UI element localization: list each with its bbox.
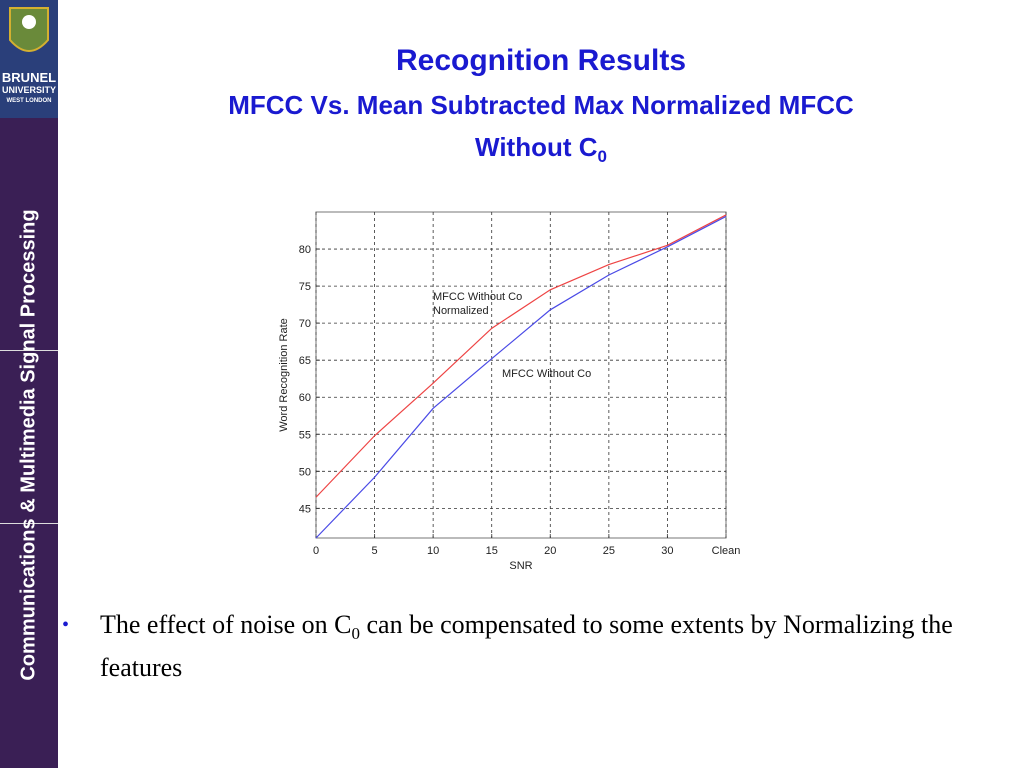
- series-label: MFCC Without Co Normalized: [433, 291, 523, 317]
- x-tick-label: 10: [427, 545, 439, 557]
- x-tick-label: 30: [661, 545, 673, 557]
- bullet-text: The effect of noise on C0 can be compens…: [100, 608, 962, 685]
- y-tick-label: 45: [299, 503, 311, 515]
- series-line: [315, 214, 727, 498]
- logo: BRUNEL UNIVERSITY WEST LONDON: [0, 0, 58, 118]
- series-line: [315, 215, 727, 539]
- series-label: MFCC Without Co: [502, 368, 592, 380]
- y-tick-label: 60: [299, 392, 311, 404]
- chart: 45 50 55 60 65 70 75 80 0 5 10 15 20 25 30 Clean SNR Word…: [278, 211, 741, 572]
- plot-area: [315, 211, 727, 539]
- x-tick-label: Clean: [712, 545, 741, 557]
- y-tick-label: 70: [299, 318, 311, 330]
- x-tick-label: 15: [486, 545, 498, 557]
- x-tick-label: 5: [372, 545, 378, 557]
- y-tick-label: 80: [299, 244, 311, 256]
- separator: [0, 350, 58, 351]
- x-tick-label: 25: [603, 545, 615, 557]
- x-tick-label: 0: [313, 545, 319, 557]
- bullet-marker: •: [62, 614, 70, 636]
- sidebar: BRUNEL UNIVERSITY WEST LONDON Communicat…: [0, 0, 58, 768]
- x-tick-label: 20: [544, 545, 556, 557]
- y-tick-label: 65: [299, 355, 311, 367]
- y-tick-label: 75: [299, 281, 311, 293]
- logo-crest: [9, 7, 49, 52]
- bullet: • The effect of noise on C0 can be compe…: [62, 608, 962, 685]
- x-axis-label: SNR: [509, 560, 532, 572]
- slide-subtitle: Without C0: [58, 132, 1024, 167]
- logo-text: BRUNEL: [1, 70, 57, 85]
- y-axis-label: Word Recognition Rate: [278, 318, 290, 432]
- subscript: 0: [597, 147, 607, 167]
- logo-text: UNIVERSITY: [1, 85, 56, 95]
- y-tick-label: 55: [299, 429, 311, 441]
- subscript: 0: [351, 624, 361, 644]
- subtitle-text: Without C: [475, 132, 598, 162]
- y-tick-label: 50: [299, 466, 311, 478]
- slide-subtitle: MFCC Vs. Mean Subtracted Max Normalized …: [228, 90, 854, 120]
- slide-title: Recognition Results: [395, 44, 687, 77]
- separator: [0, 523, 58, 524]
- logo-text: WEST LONDON: [6, 98, 52, 104]
- text: The effect of noise on C: [100, 610, 352, 639]
- text: can be compensated to some extents by No…: [100, 610, 953, 683]
